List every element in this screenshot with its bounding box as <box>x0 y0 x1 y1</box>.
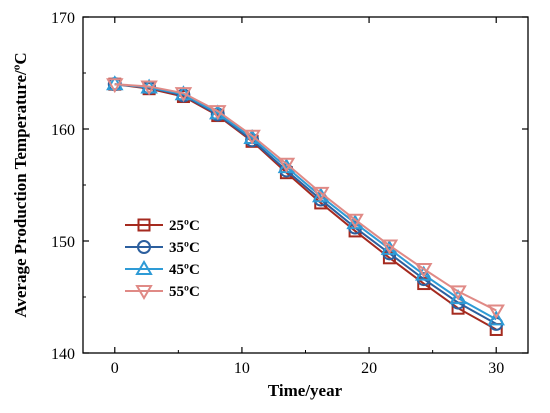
legend-label: 35ºC <box>169 240 200 256</box>
x-tick-label: 10 <box>234 360 250 377</box>
legend-marker <box>135 285 153 300</box>
legend-item: 25ºC <box>125 218 200 234</box>
data-point <box>346 213 364 229</box>
x-tick-label: 30 <box>488 360 504 377</box>
series-2 <box>106 75 505 326</box>
data-point <box>312 186 330 202</box>
data-point <box>174 87 193 103</box>
y-tick-label: 140 <box>51 346 75 363</box>
legend-label: 45ºC <box>169 262 200 278</box>
legend-item: 35ºC <box>125 240 200 256</box>
data-point <box>415 263 433 278</box>
x-axis-title: Time/year <box>268 381 343 400</box>
data-point <box>277 157 296 173</box>
legend-label: 55ºC <box>169 284 200 300</box>
data-point <box>487 310 505 326</box>
legend-marker <box>135 260 153 275</box>
data-point <box>243 129 261 145</box>
series-1 <box>107 77 504 331</box>
legend-marker <box>137 218 151 232</box>
y-axis-title: Average Production Temperature/ºC <box>11 52 30 317</box>
data-point <box>140 80 158 96</box>
x-axis-ticks: 0 10 20 30 <box>111 17 504 377</box>
data-point <box>106 78 124 94</box>
data-point <box>449 289 467 305</box>
legend-item: 55ºC <box>125 284 200 300</box>
y-tick-label: 170 <box>51 10 75 27</box>
data-point <box>487 304 505 320</box>
y-tick-label: 150 <box>51 234 75 251</box>
x-tick-label: 0 <box>111 360 119 377</box>
data-point <box>106 75 124 91</box>
x-tick-label: 20 <box>361 360 377 377</box>
data-point <box>449 285 467 301</box>
data-point <box>415 265 433 281</box>
legend-label: 25ºC <box>169 218 200 234</box>
legend-marker <box>137 240 151 254</box>
series-3 <box>106 78 505 320</box>
y-axis-ticks: 140 150 160 170 <box>51 10 528 363</box>
data-point <box>380 239 399 255</box>
series-layer <box>106 75 505 336</box>
legend-item: 45ºC <box>125 260 200 278</box>
data-point <box>209 105 227 121</box>
legend: 25ºC 35ºC 45ºC 55ºC <box>125 218 200 300</box>
y-tick-label: 160 <box>51 122 75 139</box>
